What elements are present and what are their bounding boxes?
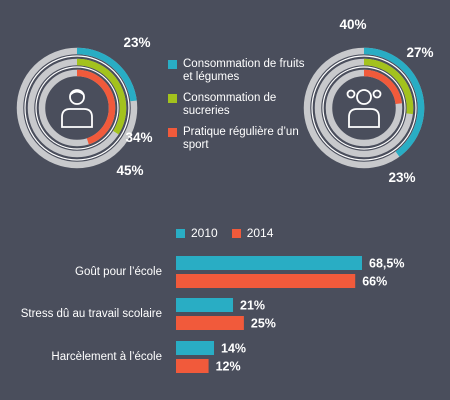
bar-chart: Goût pour l’école 68,5% 66% Stress dû au tr… bbox=[21, 256, 404, 374]
bar-value-label: 68,5% bbox=[369, 257, 404, 271]
radial-value-label: 34% bbox=[125, 130, 152, 145]
bar-category-label: Goût pour l’école bbox=[75, 266, 162, 278]
legend-item-fruits: Consommation de fruits et légumes bbox=[168, 58, 308, 84]
bar-2014 bbox=[176, 316, 244, 330]
ring-separator bbox=[311, 55, 417, 161]
legend-swatch-teal bbox=[168, 60, 177, 69]
bar-2014 bbox=[176, 274, 356, 288]
bar-2014 bbox=[176, 359, 209, 373]
legend-item-sucreries: Consommation de sucreries bbox=[168, 92, 308, 118]
bar-value-label: 66% bbox=[362, 275, 387, 289]
radial-bar-3 bbox=[363, 69, 402, 105]
legend-swatch-green bbox=[168, 94, 177, 103]
radial-value-label: 40% bbox=[339, 17, 366, 32]
bar-2010 bbox=[176, 341, 215, 355]
bar-value-label: 14% bbox=[221, 342, 246, 356]
radial-bar-2 bbox=[76, 58, 127, 135]
radial-value-label: 27% bbox=[406, 45, 433, 60]
donut-legend: Consommation de fruits et légumes Consom… bbox=[168, 58, 308, 160]
ring-separator bbox=[24, 55, 130, 161]
legend-swatch-red bbox=[168, 128, 177, 137]
girl-icon bbox=[346, 89, 382, 128]
legend-item-sport: Pratique régulière d’un sport bbox=[168, 126, 308, 152]
bar-2010 bbox=[176, 298, 234, 312]
bar-legend: 2010 2014 bbox=[176, 226, 287, 240]
radial-value-label: 23% bbox=[388, 170, 415, 185]
ring-separator bbox=[35, 66, 119, 150]
radial-chart-boy: 23% 34% 45% bbox=[16, 35, 153, 178]
bar-value-label: 21% bbox=[240, 299, 265, 313]
radial-bar-1 bbox=[76, 47, 137, 102]
legend-label-2014: 2014 bbox=[246, 226, 274, 240]
bar-2010 bbox=[176, 256, 362, 270]
radial-bar-1 bbox=[363, 47, 425, 157]
bar-value-label: 25% bbox=[251, 317, 276, 331]
ring-separator bbox=[322, 66, 406, 150]
radial-value-label: 45% bbox=[116, 163, 143, 178]
bar-category-label: Stress dû au travail scolaire bbox=[21, 308, 162, 320]
radial-value-label: 23% bbox=[123, 35, 150, 50]
radial-chart-girl: 40% 27% 23% bbox=[303, 17, 434, 185]
radial-bar-2 bbox=[363, 58, 414, 115]
legend-label-fruits: Consommation de fruits et légumes bbox=[183, 58, 305, 83]
legend-swatch-2014 bbox=[231, 228, 241, 238]
legend-label-2010: 2010 bbox=[191, 226, 218, 240]
legend-label-sucreries: Consommation de sucreries bbox=[183, 92, 277, 117]
bar-value-label: 12% bbox=[216, 360, 241, 374]
legend-label-sport: Pratique régulière d’un sport bbox=[183, 126, 299, 151]
radial-bar-3 bbox=[76, 69, 116, 145]
boy-icon bbox=[61, 89, 93, 128]
legend-swatch-2010 bbox=[176, 228, 185, 238]
bar-category-label: Harcèlement à l’école bbox=[51, 351, 162, 363]
